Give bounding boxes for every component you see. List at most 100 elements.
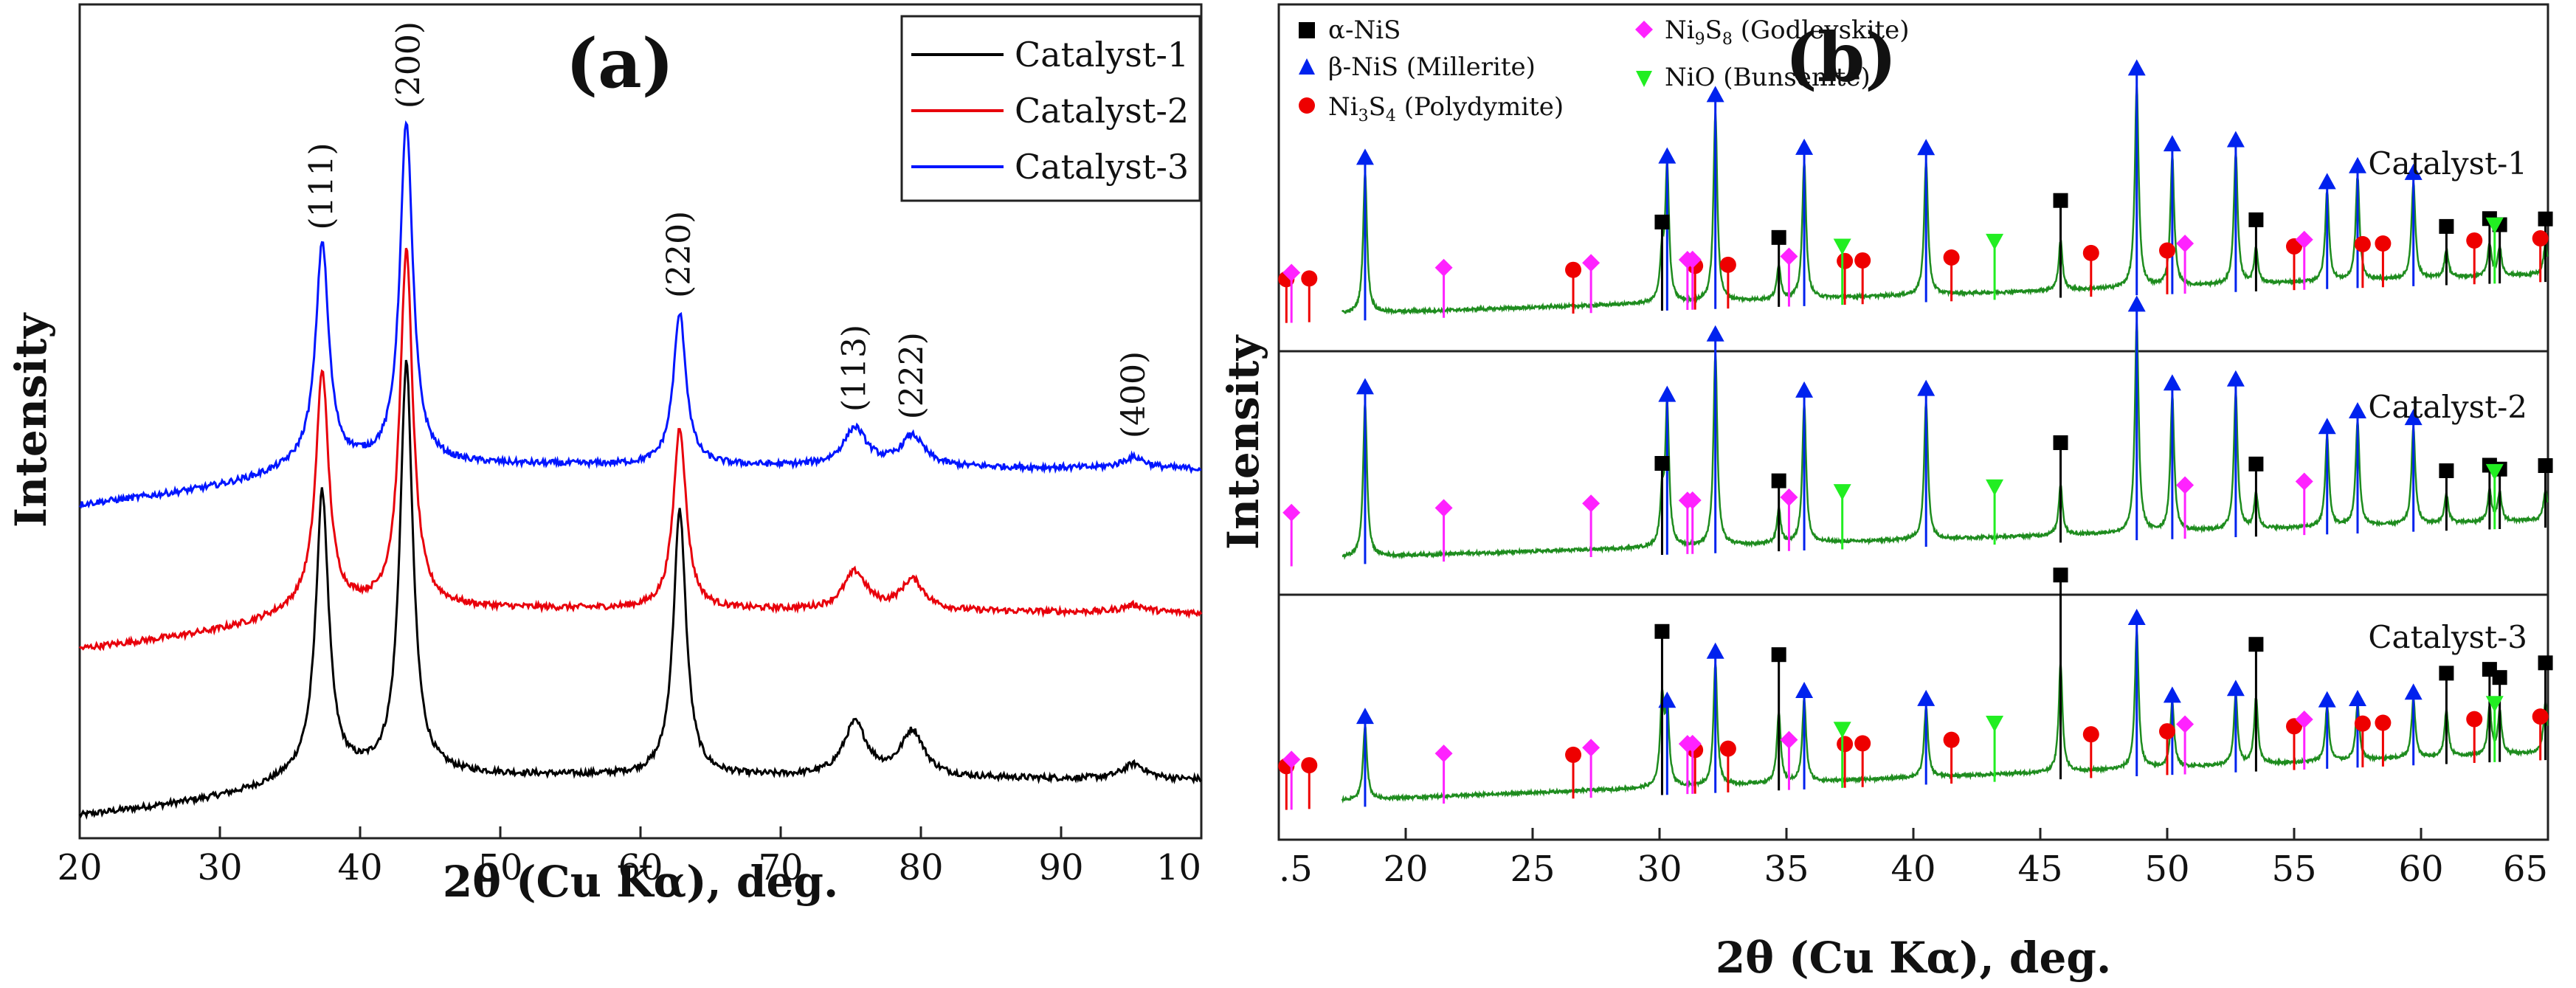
beta-nis-marker bbox=[1658, 385, 1677, 402]
ni3s4-marker bbox=[2159, 242, 2175, 259]
peak-label: (400) bbox=[1115, 351, 1153, 438]
ni3s4-marker bbox=[1854, 735, 1871, 752]
ni3s4-marker bbox=[1943, 249, 1960, 266]
ni3s4-marker bbox=[2286, 718, 2302, 735]
ni9s8-marker bbox=[2295, 472, 2313, 491]
ni3s4-marker bbox=[2375, 235, 2392, 252]
panel-b-x-axis-title: 2θ (Cu Kα), deg. bbox=[1716, 933, 2111, 983]
legend-beta-nis: β-NiS (Millerite) bbox=[1328, 52, 1536, 82]
ni3s4-marker bbox=[1943, 731, 1960, 748]
panel-b-catalyst-1-label: Catalyst-1 bbox=[2368, 145, 2527, 182]
beta-nis-marker bbox=[1706, 642, 1724, 659]
legend-label-catalyst-2: Catalyst-2 bbox=[1015, 91, 1189, 131]
ni3s4-marker bbox=[1719, 256, 1736, 273]
beta-nis-marker bbox=[2226, 370, 2245, 387]
legend-box bbox=[900, 15, 1201, 202]
alpha-nis-marker bbox=[2053, 435, 2068, 450]
nio-marker bbox=[2485, 217, 2504, 234]
nio-marker bbox=[2485, 463, 2504, 480]
ni9s8-marker bbox=[1434, 499, 1453, 517]
x-tick-label: 50 bbox=[477, 847, 522, 888]
x-tick-label: 35 bbox=[1764, 849, 1809, 890]
legend-nio: NiO (Bunsenite) bbox=[1665, 63, 1871, 92]
beta-nis-marker bbox=[2318, 173, 2336, 190]
x-tick-label: 20 bbox=[57, 847, 102, 888]
ni9s8-marker bbox=[1582, 254, 1600, 272]
beta-nis-marker bbox=[2318, 418, 2336, 435]
alpha-nis-marker bbox=[1771, 647, 1786, 663]
ni9s8-marker bbox=[1780, 488, 1798, 506]
x-tick-label: 80 bbox=[898, 847, 943, 888]
beta-nis-marker bbox=[1917, 379, 1936, 396]
series-catalyst-1 bbox=[78, 359, 1202, 821]
nio-marker bbox=[2485, 696, 2504, 713]
beta-nis-marker bbox=[2127, 609, 2146, 626]
ni3s4-marker bbox=[1854, 252, 1871, 269]
ni3s4-marker bbox=[2354, 715, 2371, 732]
panel-b-catalyst-3-label: Catalyst-3 bbox=[2368, 619, 2527, 655]
beta-nis-marker bbox=[2127, 295, 2146, 312]
alpha-nis-marker bbox=[1654, 623, 1670, 639]
panel-b: .5 20 25 30 35 40 45 50 55 60 65 (b) 2θ (Cu Kα), d… bbox=[1218, 3, 2553, 983]
ni9s8-marker bbox=[2295, 711, 2313, 729]
ni9s8-marker bbox=[1780, 730, 1798, 749]
ni3s4-marker bbox=[2532, 708, 2549, 725]
alpha-nis-marker bbox=[2248, 637, 2264, 652]
x-tick-label: 60 bbox=[2398, 849, 2443, 890]
nio-marker bbox=[1986, 479, 2004, 496]
beta-nis-marker bbox=[2349, 690, 2366, 706]
ni3s4-marker bbox=[2082, 726, 2099, 743]
beta-nis-marker bbox=[2404, 409, 2423, 426]
x-tick-label: 45 bbox=[2017, 849, 2062, 890]
panel-a-y-axis-title: Intensity bbox=[6, 312, 56, 528]
legend-circle-marker bbox=[1299, 97, 1315, 114]
panel-a-x-tick-labels: 20 30 40 50 60 70 80 90 10 bbox=[57, 847, 1201, 888]
beta-nis-marker bbox=[1795, 381, 1814, 398]
beta-nis-marker bbox=[1917, 139, 1936, 156]
panel-a-x-ticks bbox=[78, 826, 1203, 838]
ni3s4-marker bbox=[2466, 232, 2483, 249]
beta-nis-marker bbox=[1795, 682, 1814, 699]
beta-nis-marker bbox=[1795, 138, 1814, 155]
beta-nis-marker bbox=[1917, 689, 1936, 706]
ni9s8-marker bbox=[2295, 230, 2313, 249]
x-tick-label: .5 bbox=[1279, 849, 1313, 890]
beta-nis-marker bbox=[2127, 59, 2146, 76]
ni9s8-marker bbox=[1434, 745, 1453, 763]
x-tick-label: 70 bbox=[758, 847, 803, 888]
x-tick-label: 30 bbox=[1637, 849, 1682, 890]
peak-label: (111) bbox=[303, 142, 341, 229]
beta-nis-marker bbox=[2163, 374, 2181, 391]
peak-label: (222) bbox=[894, 332, 931, 419]
series-catalyst-3 bbox=[79, 120, 1202, 509]
ni9s8-marker bbox=[1282, 750, 1301, 769]
legend-ni9s8: Ni9S8 (Godlevskite) bbox=[1665, 15, 1910, 49]
ni9s8-marker bbox=[2176, 715, 2195, 733]
legend-alpha-nis: α-NiS bbox=[1328, 15, 1401, 45]
legend-label-catalyst-1: Catalyst-1 bbox=[1015, 35, 1189, 75]
x-tick-label: 65 bbox=[2503, 849, 2548, 890]
ni3s4-marker bbox=[1301, 270, 1318, 287]
x-tick-label: 20 bbox=[1383, 849, 1428, 890]
alpha-nis-marker bbox=[2439, 666, 2454, 681]
ni3s4-marker bbox=[1837, 252, 1854, 269]
alpha-nis-marker bbox=[2248, 456, 2264, 471]
panel-b-markers bbox=[1278, 59, 2553, 810]
ni9s8-marker bbox=[1683, 734, 1702, 753]
ni3s4-marker bbox=[2532, 230, 2549, 247]
beta-nis-marker bbox=[1706, 86, 1724, 103]
beta-nis-marker bbox=[1658, 147, 1677, 164]
beta-nis-marker bbox=[2226, 680, 2245, 697]
panel-a-label: (a) bbox=[566, 24, 674, 103]
panel-b-catalyst-2-label: Catalyst-2 bbox=[2368, 389, 2527, 425]
panel-a-legend: Catalyst-1 Catalyst-2 Catalyst-3 bbox=[900, 15, 1201, 202]
ni3s4-marker bbox=[1565, 746, 1582, 763]
ni3s4-marker bbox=[1719, 740, 1736, 757]
ni9s8-marker bbox=[2176, 476, 2195, 494]
nio-marker bbox=[1986, 233, 2004, 250]
ni3s4-marker bbox=[2082, 244, 2099, 261]
panel-a-x-axis-title: 2θ (Cu Kα), deg. bbox=[443, 857, 838, 907]
legend-label-catalyst-3: Catalyst-3 bbox=[1015, 147, 1189, 187]
beta-nis-marker bbox=[1356, 708, 1374, 725]
